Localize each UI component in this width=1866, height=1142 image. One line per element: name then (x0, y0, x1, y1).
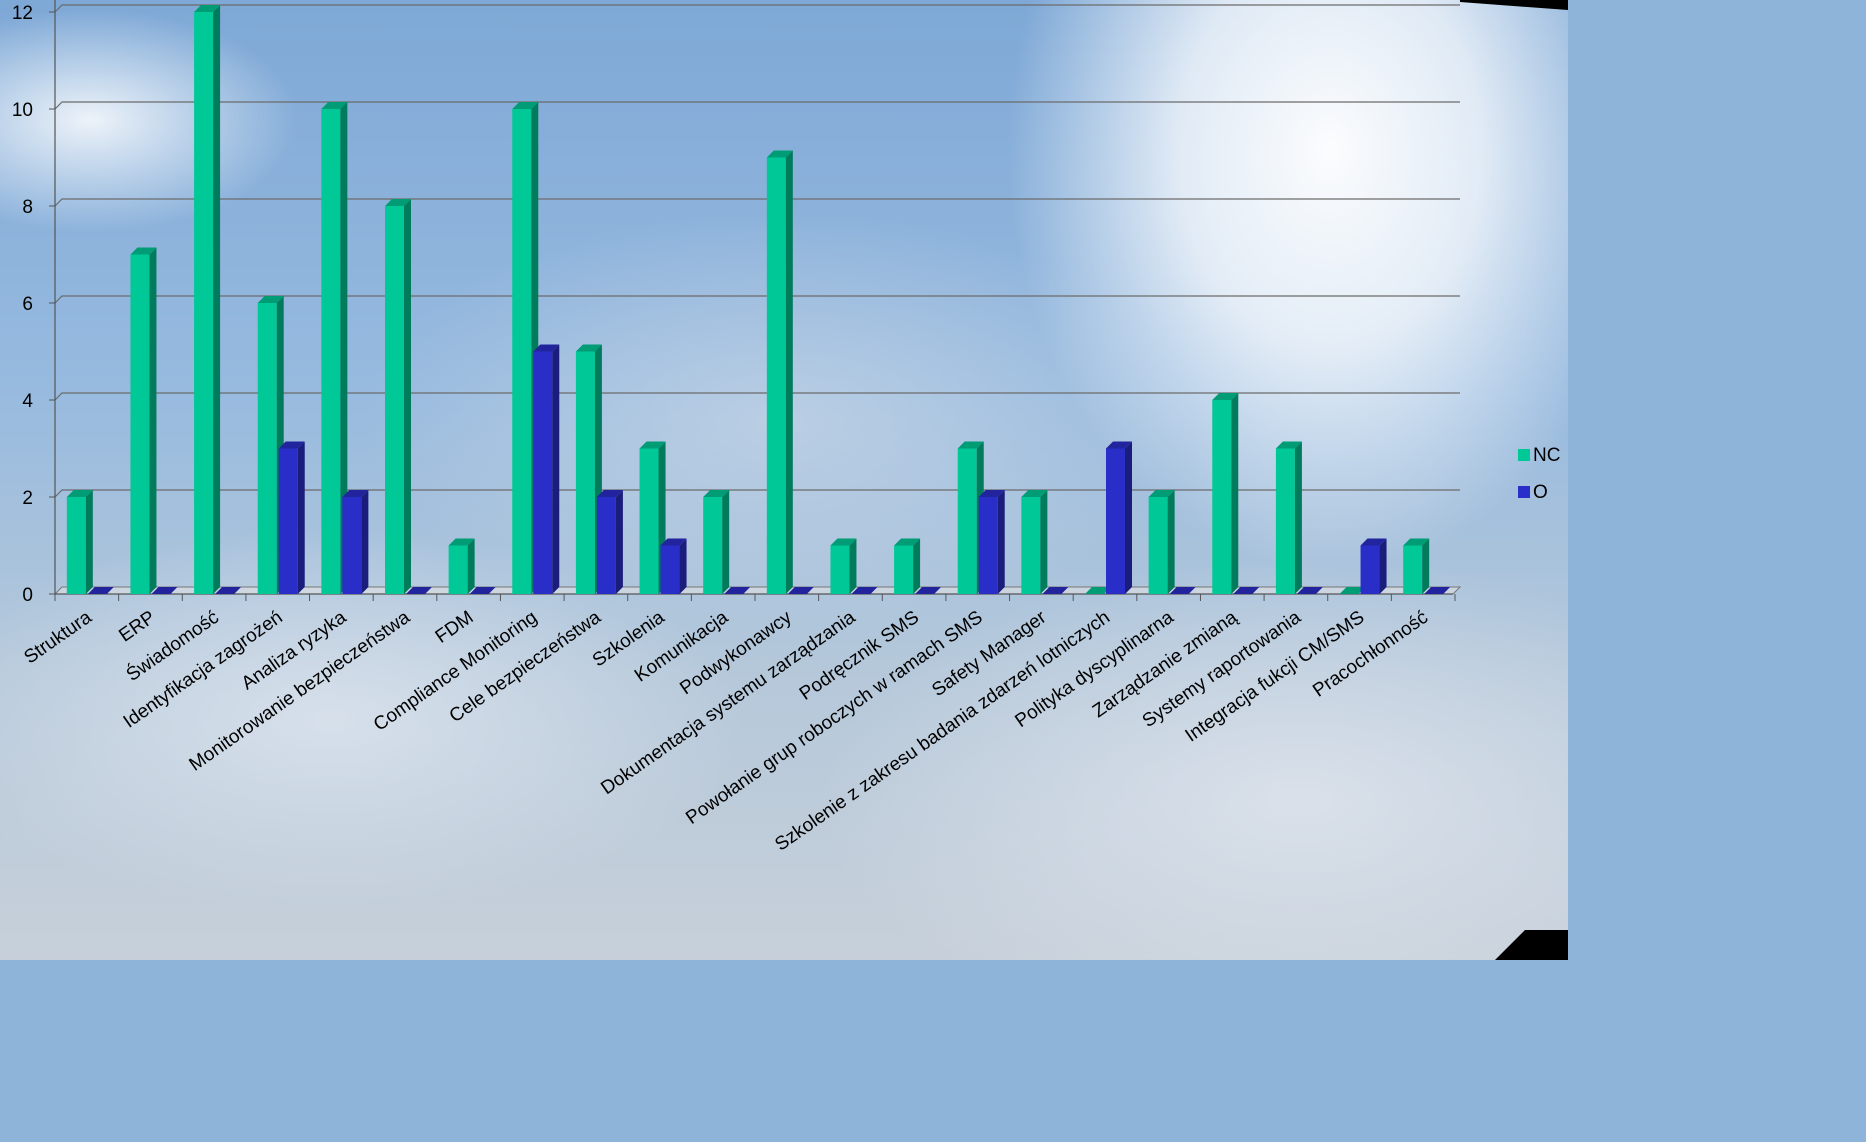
y-tick-label: 4 (22, 391, 33, 412)
bar-o-14 (915, 587, 942, 594)
bar-o-8 (533, 344, 560, 594)
gridline-10 (54, 101, 1460, 110)
y-axis: 0 2 4 6 8 10 12 (12, 0, 56, 606)
bar-o-7 (469, 587, 496, 594)
legend-swatch-o (1518, 486, 1530, 498)
bar-o-12 (787, 587, 814, 594)
bar-nc-14 (894, 538, 921, 594)
bar-o-13 (851, 587, 878, 594)
bar-o-4 (278, 441, 305, 594)
y-tick-label: 8 (22, 197, 33, 218)
legend: NC O (1518, 445, 1560, 503)
gridline-6 (54, 295, 1460, 304)
bar-o-18 (1169, 587, 1196, 594)
bar-o-22 (1424, 587, 1451, 594)
gridlines (54, 4, 1460, 498)
bar-nc-17 (1085, 587, 1111, 594)
bar-nc-12 (766, 150, 793, 594)
bar-o-16 (1042, 587, 1069, 594)
bar-o-19 (1233, 587, 1260, 594)
y-tick-label: 12 (12, 3, 33, 24)
corner-decoration-bottom (1495, 930, 1568, 960)
y-tick-label: 6 (22, 294, 33, 315)
bar-o-6 (406, 587, 432, 594)
bar-o-9 (596, 490, 623, 594)
legend-label-o: O (1533, 482, 1548, 503)
corner-decoration-top (1460, 0, 1568, 10)
gridline-12 (54, 4, 1460, 13)
bar-o-10 (660, 538, 687, 594)
x-category-label: FDM (432, 607, 478, 648)
legend-swatch-nc (1518, 449, 1530, 461)
x-category-label: ERP (115, 607, 159, 647)
bar-o-15 (978, 490, 1005, 594)
bar-nc-3 (194, 5, 221, 594)
gridline-8 (54, 198, 1460, 207)
bar-nc-2 (130, 247, 157, 594)
bar-nc-20 (1275, 441, 1302, 594)
y-tick-label: 2 (22, 488, 33, 509)
bar-nc-18 (1148, 490, 1175, 594)
y-tick-label: 0 (22, 585, 33, 606)
bar-o-1 (87, 587, 114, 594)
bar-nc-5 (321, 102, 348, 594)
bar-nc-7 (448, 538, 475, 594)
bar-nc-22 (1403, 538, 1430, 594)
bar-nc-13 (830, 538, 857, 594)
bar-nc-16 (1021, 490, 1048, 594)
bar-o-20 (1296, 587, 1323, 594)
gridline-4 (54, 392, 1460, 401)
bar-o-17 (1106, 441, 1132, 594)
bar-nc-11 (703, 490, 730, 594)
bar-nc-10 (639, 441, 666, 594)
x-category-label: Monitorowanie bezpieczeństwa (186, 607, 415, 776)
y-tick-label: 10 (12, 100, 33, 121)
x-category-label: Struktura (20, 607, 96, 669)
bar-o-21 (1360, 538, 1387, 594)
bar-o-5 (342, 490, 369, 594)
bars (66, 5, 1451, 594)
bar-nc-1 (66, 490, 93, 594)
bar-nc-19 (1212, 393, 1239, 594)
bar-o-2 (151, 587, 178, 594)
bar-nc-6 (385, 199, 411, 594)
legend-label-nc: NC (1533, 445, 1560, 466)
bar-o-3 (215, 587, 242, 594)
bar-nc-21 (1339, 587, 1366, 594)
x-category-label: Pracochłonność (1309, 607, 1432, 702)
bar-o-11 (724, 587, 751, 594)
